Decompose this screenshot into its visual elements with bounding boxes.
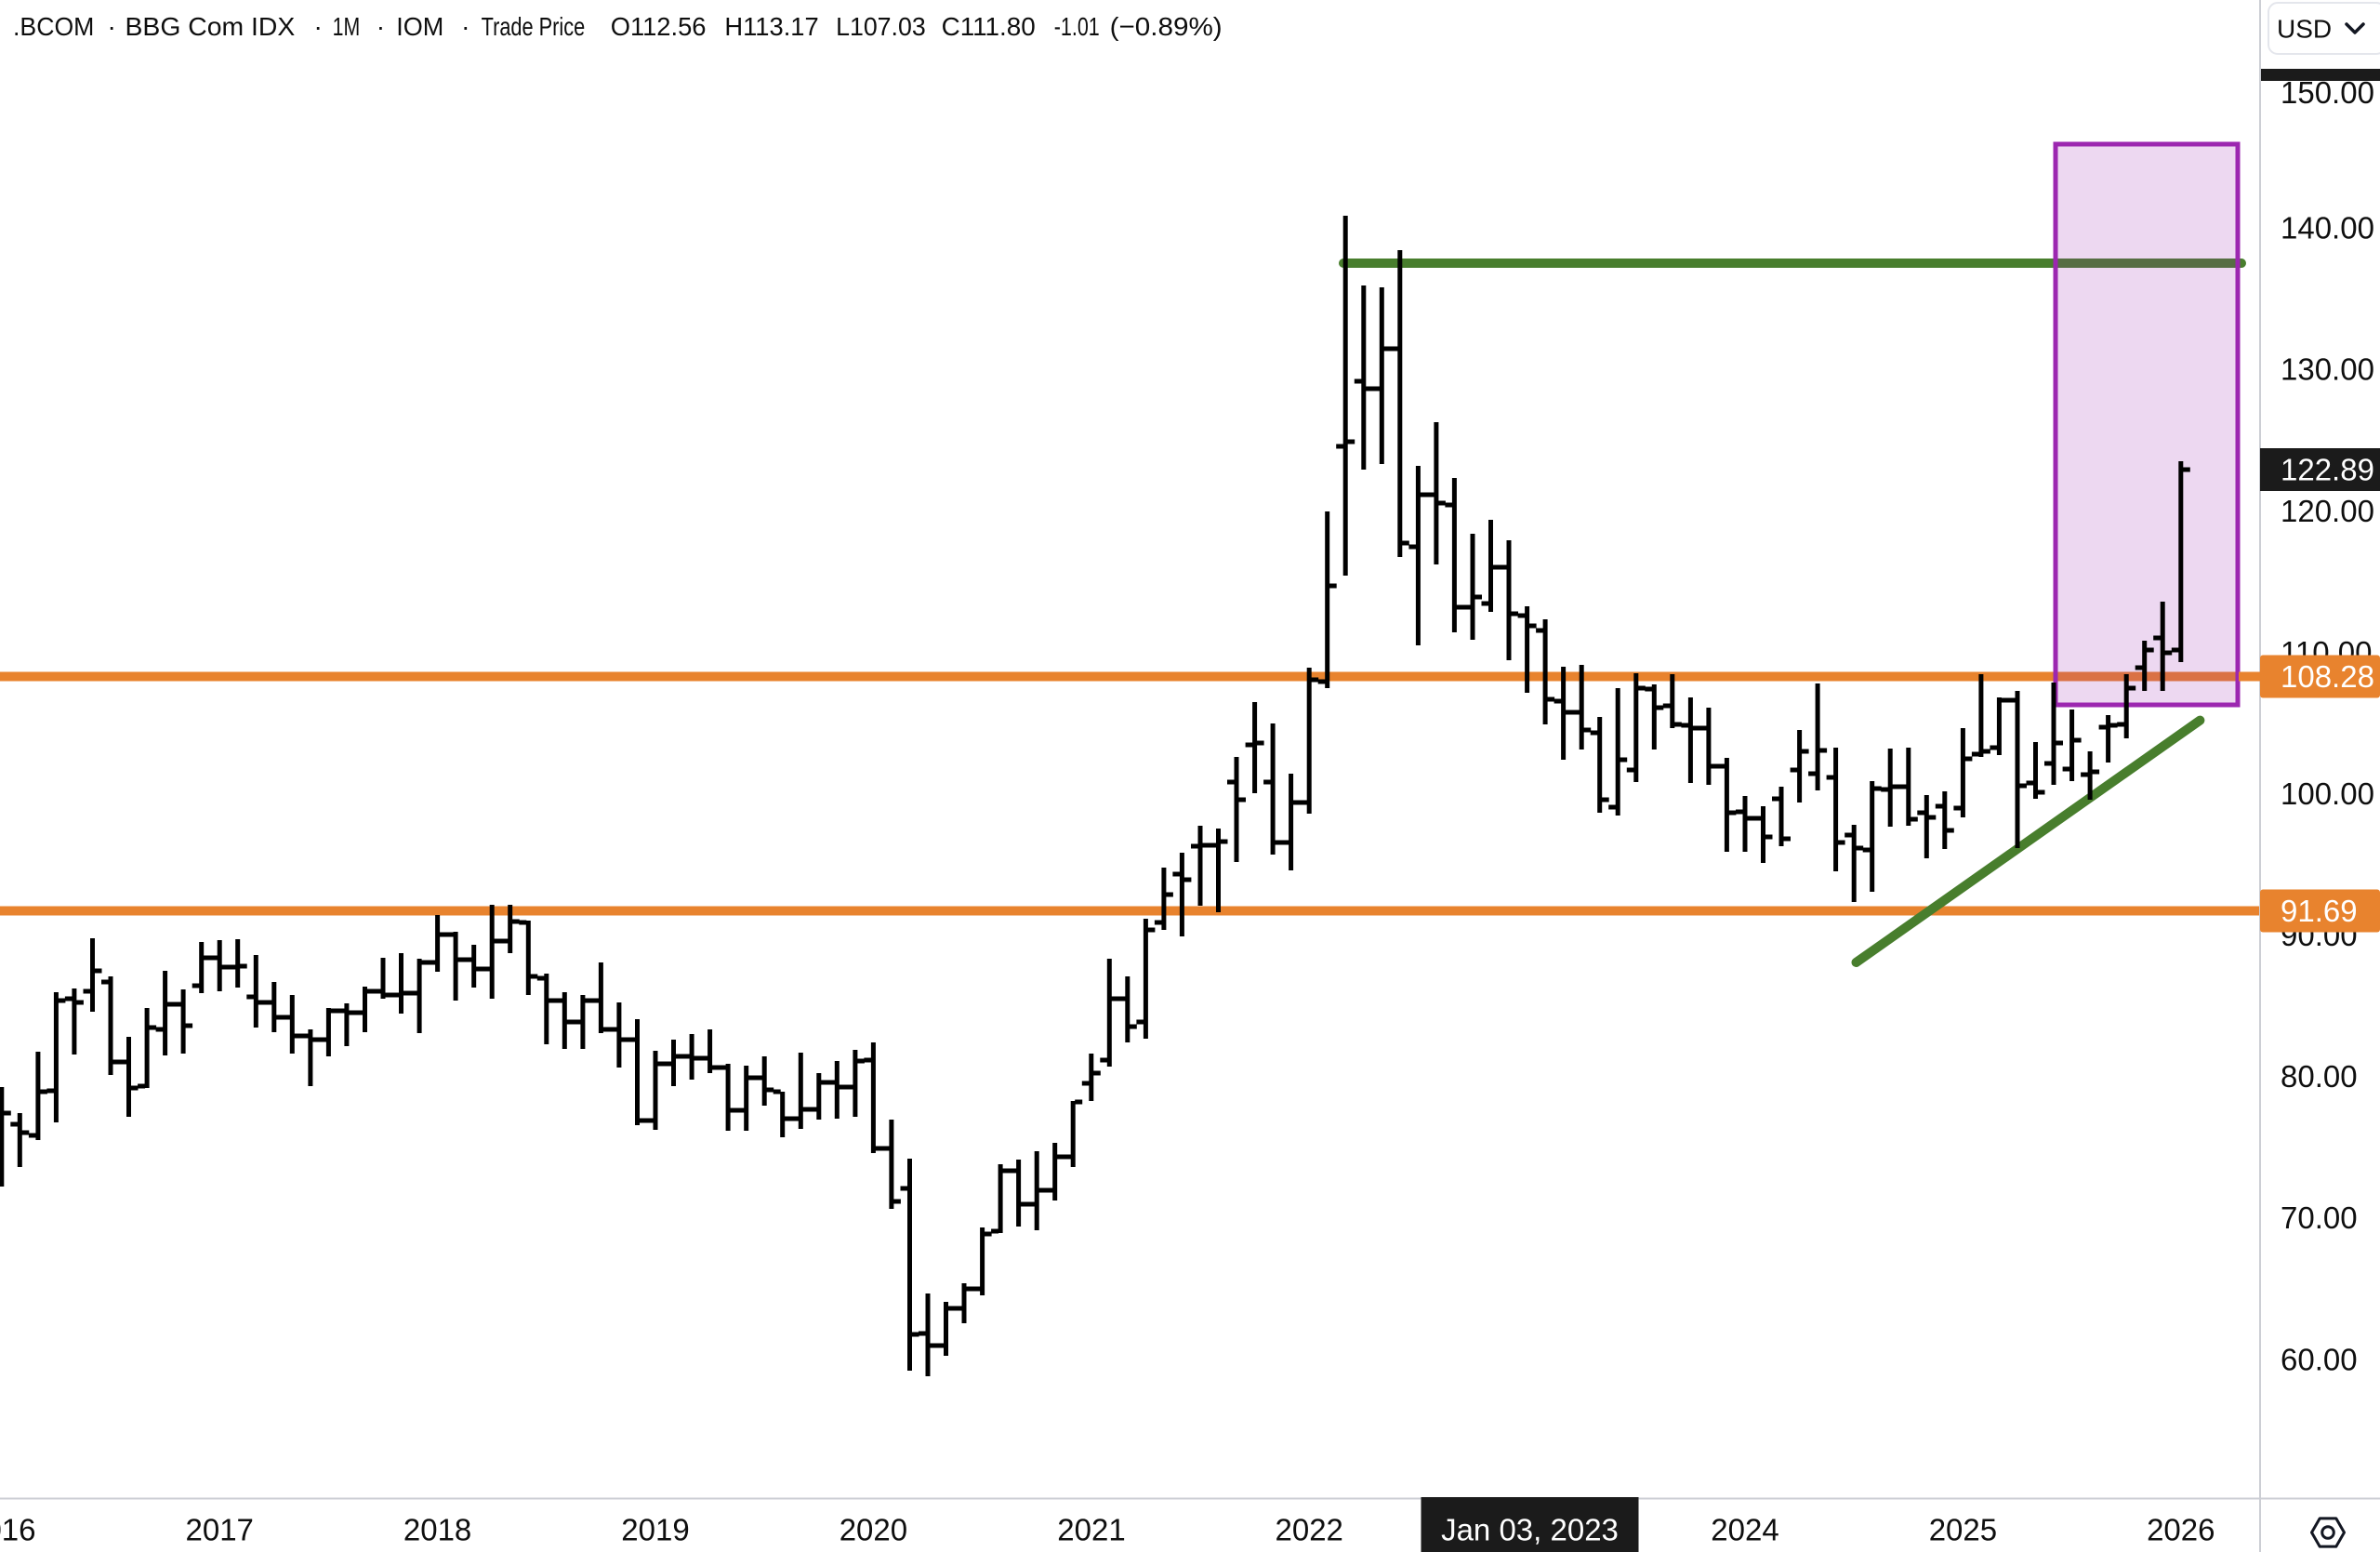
svg-text:2020: 2020 <box>840 1513 907 1547</box>
svg-text:·: · <box>314 12 323 41</box>
svg-text:91.69: 91.69 <box>2281 894 2358 928</box>
svg-text:Jan 03, 2023: Jan 03, 2023 <box>1441 1513 1619 1547</box>
svg-text:USD: USD <box>2277 15 2332 44</box>
svg-text:122.89: 122.89 <box>2281 453 2374 487</box>
svg-text:H113.17: H113.17 <box>724 12 818 41</box>
svg-text:2024: 2024 <box>1711 1513 1778 1547</box>
svg-text:BBG Com IDX: BBG Com IDX <box>126 12 296 41</box>
svg-text:2016: 2016 <box>0 1513 36 1547</box>
svg-text:60.00: 60.00 <box>2281 1342 2358 1376</box>
svg-text:·: · <box>377 12 385 41</box>
svg-text:2021: 2021 <box>1057 1513 1125 1547</box>
svg-text:L107.03: L107.03 <box>836 12 926 41</box>
svg-text:.BCOM: .BCOM <box>13 12 94 41</box>
svg-text:·: · <box>461 12 469 41</box>
svg-text:2018: 2018 <box>403 1513 471 1547</box>
svg-text:2017: 2017 <box>185 1513 253 1547</box>
svg-text:2025: 2025 <box>1929 1513 1997 1547</box>
svg-text:2019: 2019 <box>621 1513 689 1547</box>
svg-text:70.00: 70.00 <box>2281 1200 2358 1235</box>
svg-text:130.00: 130.00 <box>2281 352 2374 387</box>
svg-text:C111.80: C111.80 <box>942 12 1036 41</box>
svg-text:-1.01: -1.01 <box>1054 12 1100 41</box>
svg-text:120.00: 120.00 <box>2281 494 2374 528</box>
svg-text:·: · <box>108 12 116 41</box>
svg-text:100.00: 100.00 <box>2281 776 2374 811</box>
svg-text:Trade Price: Trade Price <box>482 12 586 41</box>
svg-text:IOM: IOM <box>396 12 443 41</box>
svg-text:2026: 2026 <box>2147 1513 2215 1547</box>
svg-text:150.00: 150.00 <box>2281 75 2374 110</box>
svg-text:108.28: 108.28 <box>2281 659 2374 694</box>
svg-text:1M: 1M <box>333 12 361 41</box>
svg-text:O112.56: O112.56 <box>611 12 707 41</box>
svg-text:80.00: 80.00 <box>2281 1059 2358 1094</box>
svg-text:(−0.89%): (−0.89%) <box>1110 12 1223 41</box>
svg-text:2022: 2022 <box>1275 1513 1342 1547</box>
svg-text:140.00: 140.00 <box>2281 211 2374 245</box>
